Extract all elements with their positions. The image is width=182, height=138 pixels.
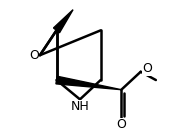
Text: O: O xyxy=(116,118,126,131)
Text: O: O xyxy=(29,49,39,62)
Text: NH: NH xyxy=(71,100,89,113)
Polygon shape xyxy=(56,76,121,90)
Text: O: O xyxy=(143,63,153,75)
Polygon shape xyxy=(54,10,73,33)
